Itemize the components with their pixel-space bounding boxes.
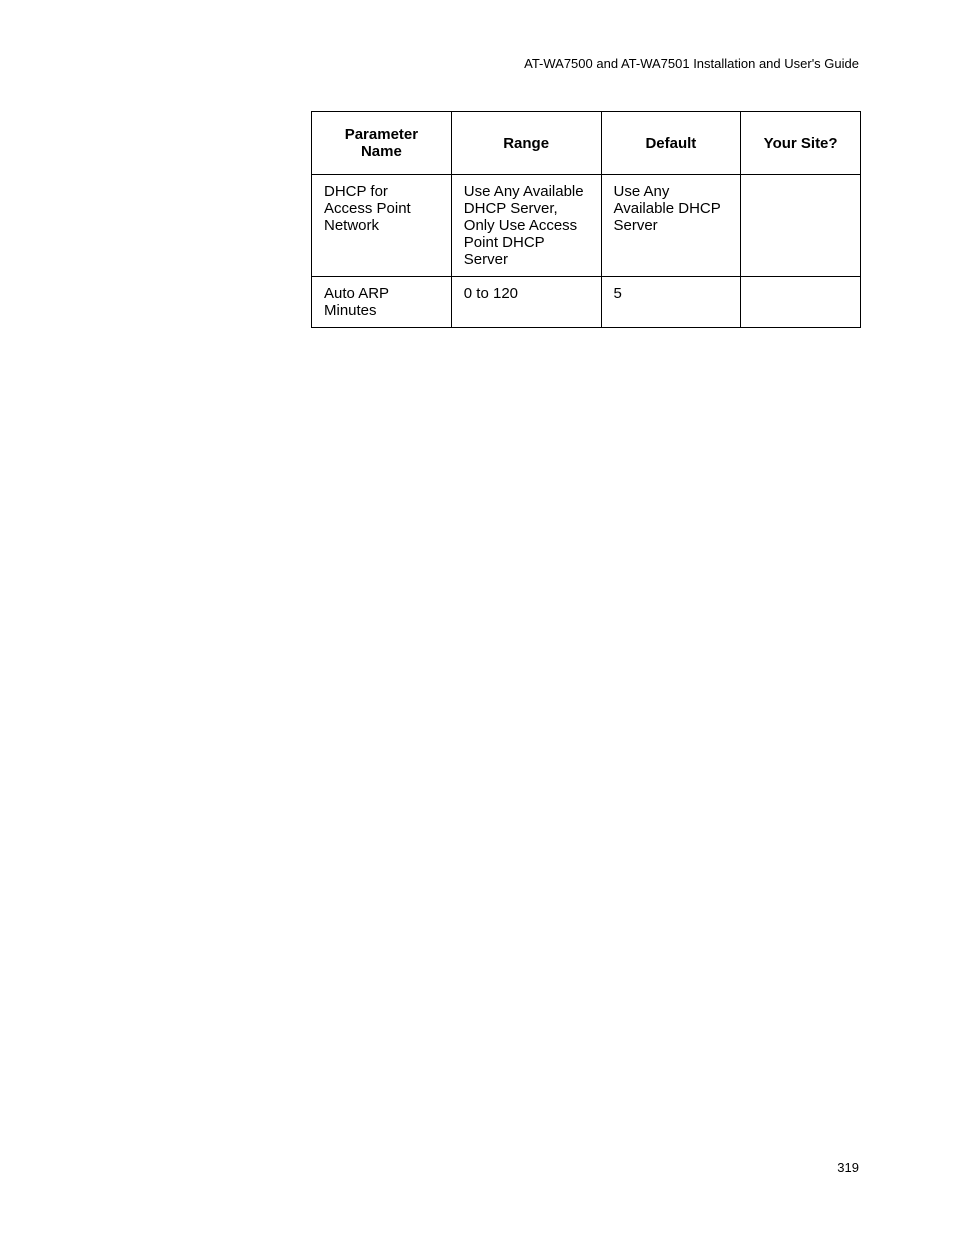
col-header-default: Default xyxy=(601,112,741,175)
col-header-parameter: Parameter Name xyxy=(312,112,452,175)
cell-range: Use Any Available DHCP Server, Only Use … xyxy=(451,175,601,277)
col-header-yoursite: Your Site? xyxy=(741,112,861,175)
cell-parameter: Auto ARP Minutes xyxy=(312,277,452,328)
cell-yoursite xyxy=(741,277,861,328)
parameters-table: Parameter Name Range Default Your Site? … xyxy=(311,111,861,328)
cell-default: Use Any Available DHCP Server xyxy=(601,175,741,277)
page-number: 319 xyxy=(837,1160,859,1175)
table-row: Auto ARP Minutes 0 to 120 5 xyxy=(312,277,861,328)
cell-default: 5 xyxy=(601,277,741,328)
cell-yoursite xyxy=(741,175,861,277)
cell-parameter: DHCP for Access Point Network xyxy=(312,175,452,277)
cell-range: 0 to 120 xyxy=(451,277,601,328)
table-header-row: Parameter Name Range Default Your Site? xyxy=(312,112,861,175)
table-row: DHCP for Access Point Network Use Any Av… xyxy=(312,175,861,277)
document-header: AT-WA7500 and AT-WA7501 Installation and… xyxy=(524,56,859,71)
col-header-range: Range xyxy=(451,112,601,175)
